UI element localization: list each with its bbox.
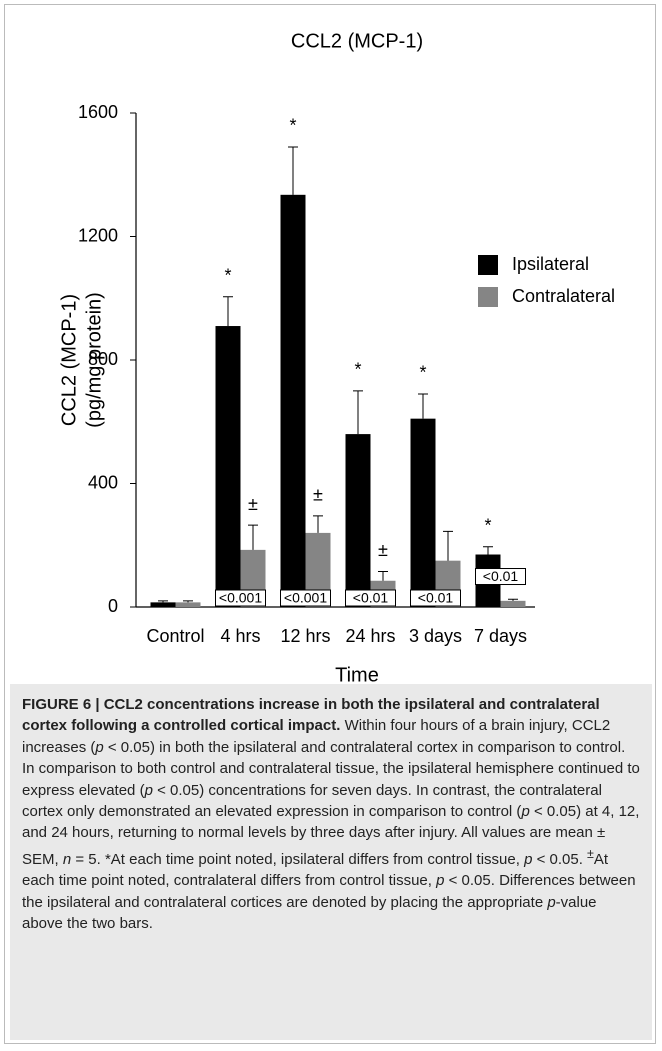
chart-title: CCL2 (MCP-1) <box>291 30 423 52</box>
error-bar <box>288 146 298 195</box>
legend-label: Ipsilateral <box>512 254 589 274</box>
caption-text: < 0.05) in both the ipsilateral and cont… <box>22 738 640 799</box>
bar <box>215 326 241 607</box>
caption-text: < 0.05. <box>532 850 588 868</box>
p-value-label: <0.01 <box>353 590 389 606</box>
significance-mark: ± <box>248 494 258 514</box>
x-tick-label: 12 hrs <box>280 626 330 646</box>
y-axis-label: CCL2 (MCP-1) (pg/mg protein) <box>58 292 105 428</box>
error-bar <box>223 296 233 327</box>
caption-text: p <box>436 872 445 890</box>
caption-text: < 0.05) at 4, 12, and 24 hours, returnin… <box>22 803 640 868</box>
y-tick-label: 800 <box>88 349 118 369</box>
caption-text: Within four hours of a brain injury, CCL… <box>22 717 611 756</box>
caption-text: p <box>524 850 533 868</box>
caption-text: < 0.05) concentrations for seven days. I… <box>22 781 602 821</box>
x-tick-label: 4 hrs <box>220 626 260 646</box>
p-value-label: <0.001 <box>219 590 262 606</box>
p-value-box <box>345 589 396 607</box>
caption-text: p <box>521 803 530 821</box>
caption-text: p <box>95 738 104 756</box>
caption-text: < 0.05. Differences between the ipsilate… <box>22 872 636 911</box>
y-axis-label-line: CCL2 (MCP-1) <box>58 294 80 426</box>
error-bar <box>313 515 323 533</box>
caption-title: FIGURE 6 | CCL2 concentrations increase … <box>22 696 600 735</box>
error-bar <box>508 598 518 601</box>
legend-swatch <box>478 287 498 307</box>
x-tick-label: Control <box>146 626 204 646</box>
error-bar <box>183 600 193 603</box>
p-value-box <box>475 568 526 586</box>
y-tick-label: 1200 <box>78 225 118 245</box>
x-tick-label: 24 hrs <box>345 626 395 646</box>
caption-text: n <box>62 850 72 868</box>
caption-text: ± <box>587 846 594 861</box>
significance-mark: * <box>419 363 426 383</box>
bar <box>150 602 176 607</box>
figure-frame <box>4 4 656 1044</box>
bar <box>345 434 371 607</box>
p-value-box <box>215 589 266 607</box>
significance-mark: * <box>354 360 361 380</box>
error-bar <box>443 530 453 561</box>
significance-mark: * <box>224 265 231 285</box>
caption: FIGURE 6 | CCL2 concentrations increase … <box>10 684 652 1040</box>
p-value-box <box>280 589 331 607</box>
x-tick-label: 3 days <box>409 626 462 646</box>
caption-text: -value above the two bars. <box>22 893 597 933</box>
y-axis-label-line: (pg/mg protein) <box>83 292 105 428</box>
p-value-label: <0.01 <box>418 590 454 606</box>
caption-text: At each time point noted, contralateral … <box>22 850 609 890</box>
bar <box>175 602 201 607</box>
chart: CCL2 (MCP-1) Time CCL2 (MCP-1) (pg/mg pr… <box>58 30 615 684</box>
error-bar <box>483 546 493 555</box>
y-tick-label: 1600 <box>78 102 118 122</box>
bar <box>280 194 306 607</box>
y-tick-label: 0 <box>108 596 118 616</box>
significance-mark: * <box>289 116 296 136</box>
bar <box>410 418 436 607</box>
significance-mark: * <box>484 516 491 536</box>
x-axis-label: Time <box>335 664 379 684</box>
error-bar <box>353 390 363 435</box>
caption-text: p <box>144 781 153 799</box>
p-value-box <box>410 589 461 607</box>
bar <box>500 600 526 607</box>
caption-text: = 5. *At each time point noted, ipsilate… <box>71 850 525 868</box>
significance-mark: ± <box>378 540 388 560</box>
caption-text: p <box>547 893 556 911</box>
significance-mark: ± <box>313 485 323 505</box>
p-value-label: <0.01 <box>483 568 519 584</box>
p-value-label: <0.001 <box>284 590 327 606</box>
y-tick-label: 400 <box>88 472 118 492</box>
legend-label: Contralateral <box>512 286 615 306</box>
error-bar <box>418 393 428 419</box>
error-bar <box>248 524 258 550</box>
x-tick-label: 7 days <box>474 626 527 646</box>
error-bar <box>378 570 388 581</box>
error-bar <box>158 600 168 603</box>
legend-swatch <box>478 255 498 275</box>
